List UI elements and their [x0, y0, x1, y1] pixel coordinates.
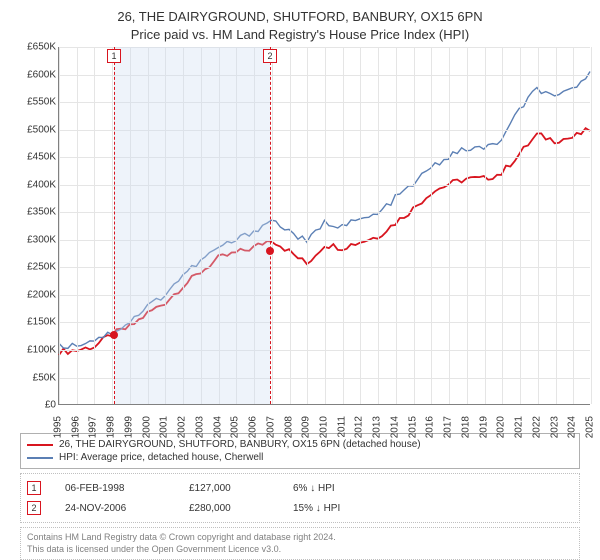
y-tick-label: £250K	[27, 262, 56, 273]
x-tick-label: 2001	[159, 416, 170, 438]
x-tick-label: 1998	[106, 416, 117, 438]
x-tick-label: 2007	[265, 416, 276, 438]
legend-row: 26, THE DAIRYGROUND, SHUTFORD, BANBURY, …	[27, 438, 573, 451]
y-tick-label: £350K	[27, 207, 56, 218]
x-tick-label: 2017	[443, 416, 454, 438]
x-tick-label: 2022	[531, 416, 542, 438]
x-tick-label: 2009	[301, 416, 312, 438]
x-axis: 1995199619971998199920002001200220032004…	[58, 405, 590, 427]
sale-price: £280,000	[189, 503, 269, 514]
y-tick-label: £500K	[27, 124, 56, 135]
sale-marker-line	[270, 47, 271, 404]
x-tick-label: 2012	[354, 416, 365, 438]
legend-swatch	[27, 457, 53, 459]
y-tick-label: £450K	[27, 152, 56, 163]
x-tick-label: 2024	[567, 416, 578, 438]
legend-label: 26, THE DAIRYGROUND, SHUTFORD, BANBURY, …	[59, 439, 421, 450]
chart-title: 26, THE DAIRYGROUND, SHUTFORD, BANBURY, …	[10, 8, 590, 43]
y-tick-label: £150K	[27, 317, 56, 328]
y-tick-label: £550K	[27, 97, 56, 108]
title-line-2: Price paid vs. HM Land Registry's House …	[10, 26, 590, 44]
sale-point	[266, 247, 274, 255]
sale-badge: 1	[27, 481, 41, 495]
sale-marker-badge: 1	[107, 49, 121, 63]
x-tick-label: 2003	[194, 416, 205, 438]
legend-label: HPI: Average price, detached house, Cher…	[59, 452, 263, 463]
x-tick-label: 2019	[478, 416, 489, 438]
footnote: Contains HM Land Registry data © Crown c…	[20, 527, 580, 560]
y-axis: £0£50K£100K£150K£200K£250K£300K£350K£400…	[10, 47, 58, 405]
y-tick-label: £200K	[27, 289, 56, 300]
x-tick-label: 2016	[425, 416, 436, 438]
sale-point	[110, 331, 118, 339]
y-tick-label: £100K	[27, 345, 56, 356]
x-tick-label: 2010	[319, 416, 330, 438]
sale-badge: 2	[27, 501, 41, 515]
y-tick-label: £600K	[27, 69, 56, 80]
y-tick-label: £650K	[27, 42, 56, 53]
y-tick-label: £400K	[27, 179, 56, 190]
footnote-line-2: This data is licensed under the Open Gov…	[27, 544, 573, 556]
legend: 26, THE DAIRYGROUND, SHUTFORD, BANBURY, …	[20, 433, 580, 469]
y-tick-label: £300K	[27, 234, 56, 245]
legend-row: HPI: Average price, detached house, Cher…	[27, 451, 573, 464]
title-line-1: 26, THE DAIRYGROUND, SHUTFORD, BANBURY, …	[10, 8, 590, 26]
x-tick-label: 2014	[389, 416, 400, 438]
sale-row: 2 24-NOV-2006 £280,000 15% ↓ HPI	[27, 498, 573, 518]
x-tick-label: 2020	[496, 416, 507, 438]
sale-diff: 15% ↓ HPI	[293, 503, 393, 514]
y-tick-label: £0	[45, 400, 56, 411]
sale-marker-badge: 2	[263, 49, 277, 63]
x-tick-label: 1996	[70, 416, 81, 438]
sale-marker-line	[114, 47, 115, 404]
x-tick-label: 2004	[212, 416, 223, 438]
price-chart: £0 £50K £100K £150K £200K £250K £300K £350K £400…	[10, 47, 590, 427]
sale-row: 1 06-FEB-1998 £127,000 6% ↓ HPI	[27, 478, 573, 498]
plot-area: 12	[58, 47, 590, 405]
x-tick-label: 1997	[88, 416, 99, 438]
sale-date: 24-NOV-2006	[65, 503, 165, 514]
x-tick-label: 1999	[123, 416, 134, 438]
sale-date: 06-FEB-1998	[65, 483, 165, 494]
x-tick-label: 2005	[230, 416, 241, 438]
x-tick-label: 2013	[372, 416, 383, 438]
sale-diff: 6% ↓ HPI	[293, 483, 393, 494]
x-tick-label: 2023	[549, 416, 560, 438]
sales-table: 1 06-FEB-1998 £127,000 6% ↓ HPI 2 24-NOV-2006…	[20, 473, 580, 523]
shade-band	[114, 47, 270, 404]
legend-swatch	[27, 444, 53, 446]
x-tick-label: 2000	[141, 416, 152, 438]
x-tick-label: 2008	[283, 416, 294, 438]
x-tick-label: 2018	[460, 416, 471, 438]
x-tick-label: 2006	[248, 416, 259, 438]
x-tick-label: 2021	[514, 416, 525, 438]
x-tick-label: 1995	[53, 416, 64, 438]
x-tick-label: 2025	[585, 416, 596, 438]
footnote-line-1: Contains HM Land Registry data © Crown c…	[27, 532, 573, 544]
sale-price: £127,000	[189, 483, 269, 494]
x-tick-label: 2002	[177, 416, 188, 438]
x-tick-label: 2011	[336, 416, 347, 438]
x-tick-label: 2015	[407, 416, 418, 438]
y-tick-label: £50K	[33, 372, 56, 383]
